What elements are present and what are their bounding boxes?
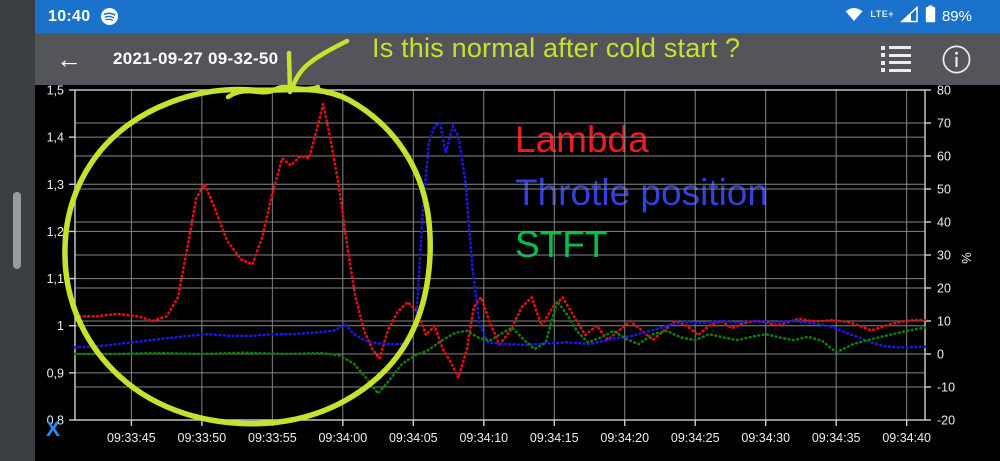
spotify-icon [100, 7, 119, 26]
series-lambda [73, 103, 927, 382]
app-bar: ← 2021-09-27 09-32-50 [35, 33, 1000, 85]
x-axis-zoom-indicator[interactable]: X [46, 418, 61, 441]
svg-text:09:34:20: 09:34:20 [600, 431, 649, 445]
svg-text:09:33:55: 09:33:55 [248, 431, 297, 445]
svg-text:1: 1 [57, 319, 64, 333]
svg-text:50: 50 [937, 183, 951, 197]
svg-text:09:34:10: 09:34:10 [459, 431, 508, 445]
svg-text:1,2: 1,2 [47, 225, 64, 239]
svg-text:%: % [959, 252, 974, 264]
svg-text:09:34:40: 09:34:40 [882, 431, 931, 445]
battery-icon [925, 5, 936, 28]
svg-text:09:34:00: 09:34:00 [318, 431, 367, 445]
svg-text:09:33:50: 09:33:50 [178, 431, 227, 445]
record-list-button[interactable] [877, 42, 915, 77]
svg-text:0,9: 0,9 [47, 366, 64, 380]
svg-text:0: 0 [937, 348, 944, 362]
network-type-label: LTE+ [870, 8, 894, 19]
svg-text:80: 80 [937, 85, 951, 98]
svg-text:09:34:35: 09:34:35 [812, 431, 861, 445]
status-bar: 10:40 LTE+ [35, 0, 1000, 33]
info-button[interactable] [941, 44, 972, 75]
svg-text:30: 30 [937, 249, 951, 263]
axis-labels: 09:33:45 09:33:50 09:33:55 09:34:00 09:34:05… [47, 85, 974, 445]
svg-text:40: 40 [937, 216, 951, 230]
back-button[interactable]: ← [47, 37, 91, 81]
mobile-signal-icon [900, 5, 919, 28]
svg-text:-20: -20 [937, 414, 955, 428]
svg-text:1,5: 1,5 [47, 85, 64, 98]
svg-text:09:34:25: 09:34:25 [671, 431, 720, 445]
battery-percent: 89% [941, 8, 972, 25]
series-throtle-position [73, 120, 927, 349]
legend-1: Throtle position [515, 172, 768, 213]
svg-text:09:33:45: 09:33:45 [107, 431, 156, 445]
svg-text:70: 70 [937, 117, 951, 131]
wifi-icon [844, 6, 864, 27]
svg-text:09:34:30: 09:34:30 [741, 431, 790, 445]
svg-text:10: 10 [937, 315, 951, 329]
grid [75, 89, 925, 421]
legend-2: STFT [515, 224, 607, 265]
svg-text:1,4: 1,4 [47, 131, 64, 145]
axes [69, 89, 931, 426]
series-stft [73, 298, 927, 396]
chart-panel: Lambda Throtle position STFT 09:33:45 09:33:… [0, 85, 1000, 461]
svg-text:09:34:05: 09:34:05 [389, 431, 438, 445]
svg-text:60: 60 [937, 150, 951, 164]
clock: 10:40 [48, 7, 91, 25]
chart-legend: Lambda Throtle position STFT [515, 119, 768, 265]
svg-text:1,1: 1,1 [47, 272, 64, 286]
svg-text:09:34:15: 09:34:15 [530, 431, 579, 445]
drawer-handle[interactable] [13, 192, 21, 269]
page-title: 2021-09-27 09-32-50 [113, 49, 279, 68]
legend-0: Lambda [515, 119, 649, 160]
svg-text:1,3: 1,3 [47, 178, 64, 192]
svg-text:20: 20 [937, 282, 951, 296]
svg-text:-10: -10 [937, 381, 955, 395]
svg-text:0,8: 0,8 [47, 414, 64, 428]
side-drawer-edge[interactable] [0, 0, 35, 461]
